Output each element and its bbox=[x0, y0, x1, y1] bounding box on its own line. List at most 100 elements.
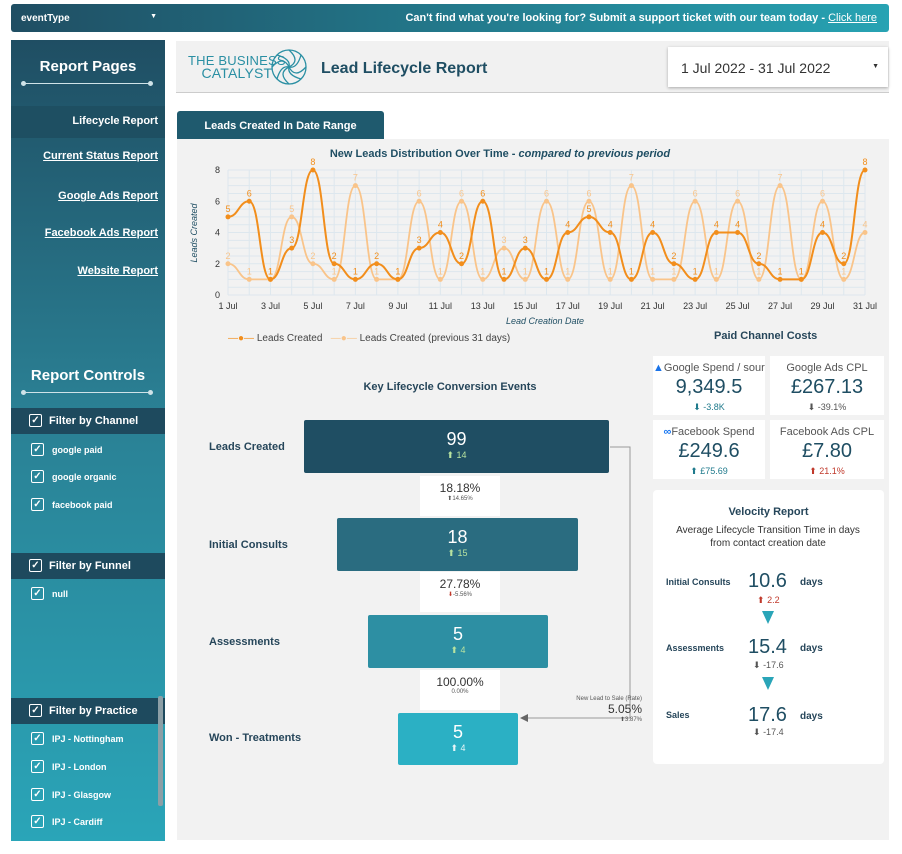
arrow-up-icon: ⬆ bbox=[450, 645, 458, 655]
data-label: 6 bbox=[417, 188, 422, 198]
data-point bbox=[246, 198, 252, 204]
data-point bbox=[289, 214, 295, 220]
nav-facebook-ads-report[interactable]: Facebook Ads Report bbox=[44, 227, 158, 239]
data-label: 1 bbox=[374, 266, 379, 276]
leads-line-chart: 0 2 4 6 8 1 Jul 3 Jul 5 Jul 7 Jul 9 Jul 11 Jul 13 J… bbox=[215, 157, 877, 311]
filter-item[interactable]: ✓ facebook paid bbox=[11, 493, 165, 517]
checkbox-icon[interactable]: ✓ bbox=[31, 498, 44, 511]
data-label: 1 bbox=[778, 266, 783, 276]
conversion-rate: 27.78% ⬇-5.56% bbox=[420, 572, 500, 612]
chart-title: New Leads Distribution Over Time - compa… bbox=[329, 148, 671, 160]
data-label: 1 bbox=[799, 266, 804, 276]
data-point bbox=[756, 261, 762, 267]
data-point bbox=[735, 230, 741, 235]
legend-marker: —●— bbox=[228, 333, 255, 344]
date-range-picker[interactable]: 1 Jul 2022 - 31 Jul 2022 ▼ bbox=[668, 47, 888, 87]
filter-item[interactable]: ✓ IPJ - Cardiff bbox=[11, 810, 165, 834]
data-point bbox=[437, 230, 443, 235]
meta-icon: ∞ bbox=[663, 426, 672, 438]
filter-funnel-header[interactable]: ✓ Filter by Funnel bbox=[11, 553, 165, 579]
data-point bbox=[544, 198, 549, 204]
data-label: 1 bbox=[544, 266, 549, 276]
arrow-up-icon: ⬆ bbox=[619, 717, 625, 723]
kpi-delta: ⬆ £75.69 bbox=[690, 466, 728, 476]
data-label: 1 bbox=[693, 266, 698, 276]
x-tick-label: 25 Jul bbox=[726, 301, 750, 311]
x-tick-label: 1 Jul bbox=[218, 301, 237, 311]
data-label: 1 bbox=[268, 266, 273, 276]
data-label: 4 bbox=[735, 220, 740, 230]
data-label: 7 bbox=[353, 173, 358, 183]
data-point bbox=[544, 276, 549, 282]
velocity-value: 10.6 bbox=[748, 570, 787, 592]
filter-channel-header[interactable]: ✓ Filter by Channel bbox=[11, 408, 165, 434]
data-point bbox=[437, 276, 443, 282]
velocity-unit: days bbox=[800, 711, 823, 722]
nav-lifecycle-report[interactable]: Lifecycle Report bbox=[11, 106, 165, 138]
filter-item[interactable]: ✓ IPJ - London bbox=[11, 755, 165, 779]
checkbox-icon[interactable]: ✓ bbox=[31, 732, 44, 745]
data-point bbox=[522, 276, 528, 282]
legend-marker: —●— bbox=[330, 333, 357, 344]
data-point bbox=[671, 276, 677, 282]
data-point bbox=[459, 261, 465, 267]
checkbox-icon[interactable]: ✓ bbox=[31, 815, 44, 828]
legend-label: Leads Created bbox=[256, 333, 323, 344]
event-type-dropdown[interactable]: eventType ▼ bbox=[11, 4, 157, 32]
data-point bbox=[267, 276, 273, 282]
support-link[interactable]: Click here bbox=[828, 12, 877, 24]
nav-google-ads-report[interactable]: Google Ads Report bbox=[58, 190, 158, 202]
x-tick-label: 13 Jul bbox=[471, 301, 495, 311]
kpi-delta: ⬆ 21.1% bbox=[809, 466, 845, 476]
filter-title: Filter by Practice bbox=[49, 705, 138, 717]
event-type-label: eventType bbox=[21, 13, 70, 24]
x-tick-label: 9 Jul bbox=[388, 301, 407, 311]
data-point bbox=[841, 261, 847, 267]
data-label: 3 bbox=[523, 235, 528, 245]
nav-website-report[interactable]: Website Report bbox=[77, 265, 158, 277]
velocity-card: Velocity Report Average Lifecycle Transi… bbox=[653, 490, 884, 764]
nav-current-status-report[interactable]: Current Status Report bbox=[43, 150, 158, 162]
x-tick-label: 29 Jul bbox=[811, 301, 835, 311]
checkbox-icon[interactable]: ✓ bbox=[31, 587, 44, 600]
checkbox-icon[interactable]: ✓ bbox=[31, 788, 44, 801]
checkbox-icon[interactable]: ✓ bbox=[31, 470, 44, 483]
checkbox-icon[interactable]: ✓ bbox=[29, 704, 42, 717]
x-axis-label: Lead Creation Date bbox=[505, 316, 585, 326]
filter-practice-header[interactable]: ✓ Filter by Practice bbox=[11, 698, 165, 724]
data-point bbox=[841, 276, 847, 282]
chevron-down-icon: ▼ bbox=[150, 13, 157, 20]
data-point bbox=[735, 198, 741, 204]
data-label: 6 bbox=[459, 188, 464, 198]
arrow-down-icon bbox=[762, 611, 774, 624]
arrow-up-icon: ⬆ bbox=[690, 466, 698, 476]
x-tick-label: 23 Jul bbox=[683, 301, 707, 311]
checkbox-icon[interactable]: ✓ bbox=[31, 760, 44, 773]
data-label: 1 bbox=[565, 266, 570, 276]
sidebar-scrollbar[interactable] bbox=[158, 696, 163, 806]
data-label: 1 bbox=[608, 266, 613, 276]
filter-item[interactable]: ✓ IPJ - Nottingham bbox=[11, 727, 165, 751]
kpi-label: ∞Facebook Spend bbox=[663, 426, 755, 438]
x-tick-label: 3 Jul bbox=[261, 301, 280, 311]
data-point bbox=[459, 198, 465, 204]
velocity-unit: days bbox=[800, 643, 823, 654]
data-point bbox=[225, 214, 231, 220]
kpi-value: £267.13 bbox=[790, 376, 864, 398]
velocity-value: 15.4 bbox=[748, 636, 787, 658]
data-label: 6 bbox=[693, 188, 698, 198]
data-label: 2 bbox=[671, 251, 676, 261]
x-tick-label: 11 Jul bbox=[429, 301, 452, 311]
filter-title: Filter by Channel bbox=[49, 415, 139, 427]
filter-item[interactable]: ✓ google organic bbox=[11, 465, 165, 489]
tab-leads-created[interactable]: Leads Created In Date Range bbox=[177, 111, 384, 139]
data-label: 1 bbox=[502, 266, 507, 276]
data-point bbox=[862, 230, 868, 235]
filter-item[interactable]: ✓ null bbox=[11, 582, 165, 606]
data-point bbox=[480, 276, 486, 282]
filter-item[interactable]: ✓ google paid bbox=[11, 438, 165, 462]
filter-item[interactable]: ✓ IPJ - Glasgow bbox=[11, 783, 165, 807]
checkbox-icon[interactable]: ✓ bbox=[29, 559, 42, 572]
checkbox-icon[interactable]: ✓ bbox=[31, 443, 44, 456]
checkbox-icon[interactable]: ✓ bbox=[29, 414, 42, 427]
